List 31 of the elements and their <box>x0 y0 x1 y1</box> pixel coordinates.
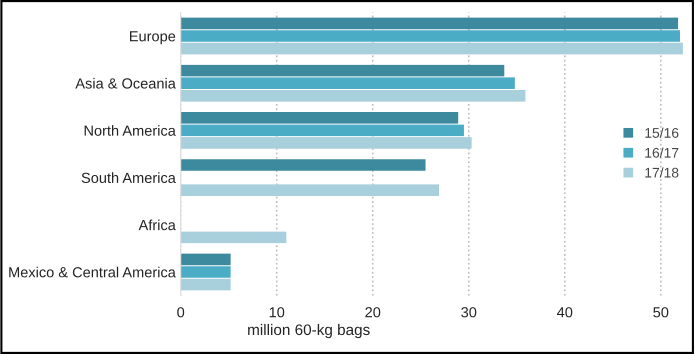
x-tick-label: 10 <box>270 307 284 318</box>
x-tick-label: 0 <box>177 307 184 318</box>
y-tick-label: Europe <box>130 31 176 44</box>
bar <box>180 232 286 244</box>
bar <box>180 137 472 149</box>
x-tick-label: 50 <box>653 307 668 318</box>
bar <box>180 64 504 76</box>
bar <box>180 159 426 171</box>
y-tick-label: North America <box>84 125 176 136</box>
bar <box>180 30 680 42</box>
x-axis-title: million 60-kg bags <box>248 324 370 338</box>
bar <box>180 18 678 30</box>
legend-label: 17/18 <box>645 167 678 178</box>
bar <box>180 278 231 290</box>
y-tick-label: South America <box>82 172 176 184</box>
y-tick-label: Mexico & Central America <box>9 266 176 278</box>
y-tick-label: Asia & Oceania <box>75 78 176 89</box>
legend-label: 16/17 <box>645 148 678 158</box>
bar <box>180 124 464 136</box>
bar <box>180 184 439 196</box>
y-tick-label: Africa <box>138 220 176 230</box>
x-tick-label: 20 <box>365 307 380 318</box>
bar <box>180 42 683 54</box>
bar <box>180 77 515 89</box>
bar <box>180 254 231 266</box>
bar <box>180 90 526 102</box>
legend-label: 15/16 <box>645 128 678 138</box>
bar <box>180 266 231 278</box>
bar <box>180 112 458 124</box>
x-tick-label: 30 <box>461 307 476 318</box>
x-tick-label: 40 <box>557 307 572 318</box>
